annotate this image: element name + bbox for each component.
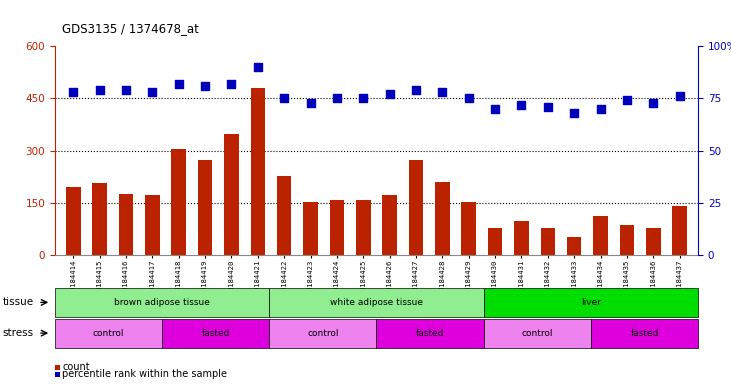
Bar [330, 200, 344, 255]
Point [173, 81, 185, 87]
Bar [198, 161, 212, 255]
Bar [461, 202, 476, 255]
Text: fasted: fasted [416, 329, 444, 338]
Bar [514, 221, 529, 255]
Text: control: control [521, 329, 553, 338]
Point [515, 102, 527, 108]
Text: percentile rank within the sample: percentile rank within the sample [62, 369, 227, 379]
Point [648, 99, 659, 106]
Text: count: count [62, 362, 90, 372]
Bar [673, 206, 687, 255]
Text: liver: liver [581, 298, 601, 307]
Point [568, 110, 580, 116]
Bar [251, 88, 265, 255]
Bar [541, 228, 555, 255]
Point [200, 83, 211, 89]
Bar [92, 183, 107, 255]
Point [305, 99, 317, 106]
Bar [594, 216, 607, 255]
Text: GDS3135 / 1374678_at: GDS3135 / 1374678_at [62, 22, 199, 35]
Point [384, 91, 395, 97]
Bar [382, 195, 397, 255]
Bar [356, 200, 371, 255]
Bar [435, 182, 450, 255]
Bar [409, 161, 423, 255]
Bar [567, 237, 581, 255]
Point [357, 95, 369, 101]
Bar [145, 195, 159, 255]
Point [489, 106, 501, 112]
Text: tissue: tissue [2, 297, 34, 308]
Text: stress: stress [2, 328, 34, 338]
Text: control: control [93, 329, 124, 338]
Text: fasted: fasted [630, 329, 659, 338]
Point [120, 87, 132, 93]
Bar [620, 225, 635, 255]
Bar [118, 194, 133, 255]
Bar [277, 176, 292, 255]
Text: fasted: fasted [202, 329, 230, 338]
Point [542, 104, 553, 110]
Point [146, 89, 158, 95]
Bar [66, 187, 80, 255]
Point [674, 93, 686, 99]
Bar [224, 134, 239, 255]
Point [595, 106, 607, 112]
Point [331, 95, 343, 101]
Point [252, 64, 264, 70]
Bar [303, 202, 318, 255]
Point [226, 81, 238, 87]
Bar [488, 228, 502, 255]
Point [436, 89, 448, 95]
Text: brown adipose tissue: brown adipose tissue [114, 298, 210, 307]
Bar [172, 149, 186, 255]
Bar [646, 228, 661, 255]
Point [463, 95, 474, 101]
Point [94, 87, 105, 93]
Point [621, 98, 633, 104]
Text: control: control [307, 329, 338, 338]
Point [410, 87, 422, 93]
Text: white adipose tissue: white adipose tissue [330, 298, 423, 307]
Point [67, 89, 79, 95]
Point [279, 95, 290, 101]
